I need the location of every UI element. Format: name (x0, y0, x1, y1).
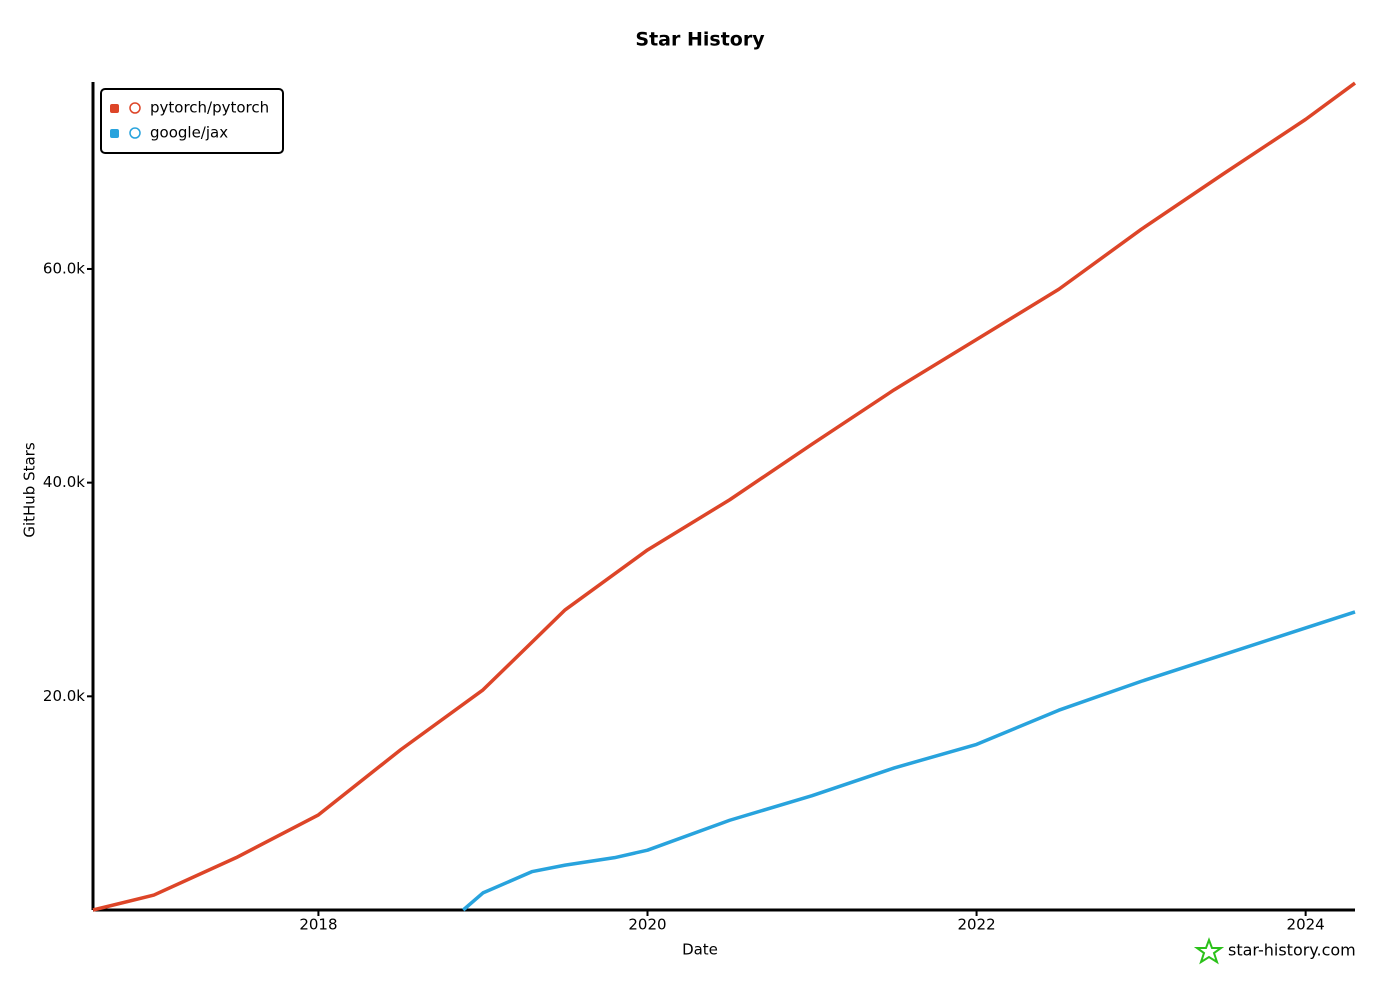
y-tick-label: 40.0k (43, 473, 85, 491)
y-tick-label: 60.0k (43, 259, 85, 277)
legend-box (100, 88, 284, 154)
x-tick-label: 2020 (628, 916, 666, 934)
x-tick-label: 2024 (1287, 916, 1325, 934)
watermark: star-history.com (1228, 941, 1356, 960)
x-tick-label: 2018 (299, 916, 337, 934)
legend-label: google/jax (150, 124, 228, 142)
legend-icon (129, 127, 141, 139)
legend-icon (129, 102, 141, 114)
y-tick-label: 20.0k (43, 687, 85, 705)
chart-title: Star History (635, 29, 765, 51)
y-axis-label: GitHub Stars (21, 442, 39, 538)
legend-label: pytorch/pytorch (150, 99, 269, 117)
legend-swatch (110, 129, 119, 138)
line-series (462, 610, 1356, 912)
legend-swatch (110, 104, 119, 113)
star-icon (1193, 937, 1225, 965)
watermark-icon (1193, 937, 1225, 965)
x-tick-label: 2022 (957, 916, 995, 934)
line-series (92, 81, 1357, 912)
x-axis-label: Date (682, 941, 718, 959)
